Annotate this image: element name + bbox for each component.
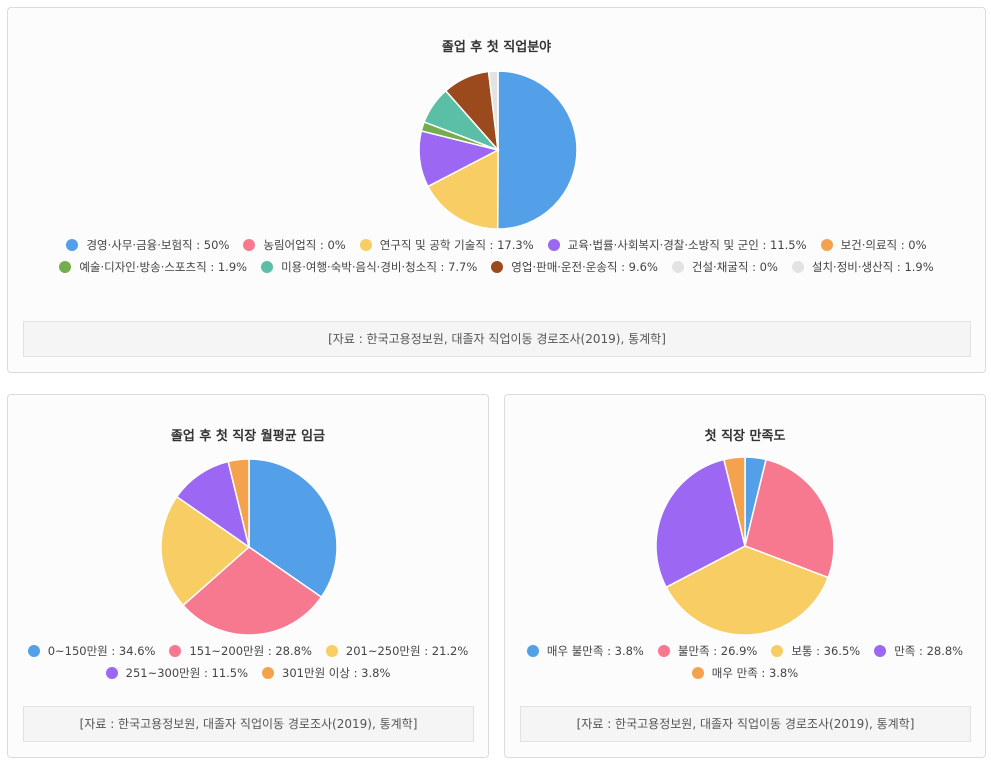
legend-marker bbox=[691, 667, 704, 679]
legend-marker bbox=[169, 645, 182, 657]
legend-item[interactable]: 교육·법률·사회복지·경찰·소방직 및 군인 : 11.5% bbox=[547, 234, 807, 256]
legend-item[interactable]: 201~250만원 : 21.2% bbox=[325, 640, 469, 662]
legend-marker bbox=[243, 239, 256, 251]
legend-marker bbox=[262, 667, 275, 679]
legend-item[interactable]: 매우 불만족 : 3.8% bbox=[526, 640, 644, 662]
chart-title: 졸업 후 첫 직업분야 bbox=[441, 40, 552, 55]
chart-legend: 매우 불만족 : 3.8% 불만족 : 26.9% 보통 : 36.5% 만족 : 2… bbox=[515, 640, 975, 684]
chart-card-satisfaction: 첫 직장 만족도 매우 불만족 : 3.8% 불만족 : 26.9% 보통 : 36… bbox=[504, 394, 986, 758]
legend-item[interactable]: 보건·의료직 : 0% bbox=[820, 234, 927, 256]
legend-item[interactable]: 설치·정비·생산직 : 1.9% bbox=[791, 256, 934, 278]
pie-slice-2 bbox=[160, 495, 251, 607]
legend-marker bbox=[27, 645, 40, 657]
pie-slice-3 bbox=[655, 458, 746, 589]
legend-label: 보통 : 36.5% bbox=[791, 644, 861, 658]
pie-slice-4 bbox=[723, 456, 746, 547]
source-note: [자료 : 한국고용정보원, 대졸자 직업이동 경로조사(2019), 통계학] bbox=[23, 706, 474, 742]
chart-card-salary: 졸업 후 첫 직장 월평균 임금 0~150만원 : 34.6% 151~200만… bbox=[7, 394, 489, 758]
legend-marker bbox=[491, 261, 504, 273]
legend-label: 불만족 : 26.9% bbox=[677, 644, 758, 658]
legend-marker bbox=[359, 239, 372, 251]
legend-label: 영업·판매·운전·운송직 : 9.6% bbox=[511, 260, 658, 274]
chart-legend: 0~150만원 : 34.6% 151~200만원 : 28.8% 201~250만… bbox=[18, 640, 478, 684]
legend-label: 경영·사무·금융·보험직 : 50% bbox=[86, 238, 230, 252]
legend-marker bbox=[66, 239, 79, 251]
legend-marker bbox=[874, 645, 887, 657]
legend-item[interactable]: 농림어업직 : 0% bbox=[243, 234, 346, 256]
legend-item[interactable]: 0~150만원 : 34.6% bbox=[27, 640, 156, 662]
legend-item[interactable]: 보통 : 36.5% bbox=[771, 640, 860, 662]
legend-label: 교육·법률·사회복지·경찰·소방직 및 군인 : 11.5% bbox=[567, 238, 807, 252]
legend-label: 0~150만원 : 34.6% bbox=[47, 644, 156, 658]
legend-item[interactable]: 151~200만원 : 28.8% bbox=[169, 640, 312, 662]
legend-marker bbox=[820, 239, 833, 251]
legend-label: 농림어업직 : 0% bbox=[263, 238, 346, 252]
legend-marker bbox=[325, 645, 338, 657]
legend-label: 미용·여행·숙박·음식·경비·청소직 : 7.7% bbox=[281, 260, 478, 274]
legend-marker bbox=[547, 239, 560, 251]
legend-item[interactable]: 매우 만족 : 3.8% bbox=[691, 662, 799, 684]
legend-label: 만족 : 28.8% bbox=[894, 644, 964, 658]
legend-label: 매우 불만족 : 3.8% bbox=[546, 644, 644, 658]
legend-marker bbox=[671, 261, 684, 273]
pie-slice-3 bbox=[175, 460, 251, 549]
legend-label: 201~250만원 : 21.2% bbox=[345, 644, 469, 658]
legend-item[interactable]: 영업·판매·운전·운송직 : 9.6% bbox=[491, 256, 658, 278]
pie-slice-9 bbox=[487, 70, 499, 151]
legend-label: 251~300만원 : 11.5% bbox=[125, 666, 249, 680]
legend-item[interactable]: 불만족 : 26.9% bbox=[657, 640, 758, 662]
legend-marker bbox=[771, 645, 784, 657]
pie-slice-1 bbox=[182, 546, 323, 636]
legend-item[interactable]: 만족 : 28.8% bbox=[874, 640, 963, 662]
legend-item[interactable]: 건설·채굴직 : 0% bbox=[671, 256, 778, 278]
legend-item[interactable]: 연구직 및 공학 기술직 : 17.3% bbox=[359, 234, 534, 256]
legend-item[interactable]: 경영·사무·금융·보험직 : 50% bbox=[66, 234, 229, 256]
source-note: [자료 : 한국고용정보원, 대졸자 직업이동 경로조사(2019), 통계학] bbox=[520, 706, 971, 742]
pie-slice-2 bbox=[665, 545, 830, 636]
source-note: [자료 : 한국고용정보원, 대졸자 직업이동 경로조사(2019), 통계학] bbox=[23, 321, 971, 357]
legend-marker bbox=[59, 261, 72, 273]
pie-chart-occupation bbox=[418, 70, 578, 230]
pie-slice-0 bbox=[248, 458, 338, 599]
legend-label: 설치·정비·생산직 : 1.9% bbox=[811, 260, 934, 274]
legend-label: 건설·채굴직 : 0% bbox=[691, 260, 778, 274]
legend-marker bbox=[105, 667, 118, 679]
legend-item[interactable]: 301만원 이상 : 3.8% bbox=[262, 662, 390, 684]
legend-marker bbox=[261, 261, 274, 273]
legend-marker bbox=[657, 645, 670, 657]
pie-chart-salary bbox=[160, 458, 338, 636]
legend-label: 151~200만원 : 28.8% bbox=[189, 644, 312, 658]
legend-marker bbox=[526, 645, 539, 657]
pie-slice-1 bbox=[744, 458, 835, 579]
legend-marker bbox=[791, 261, 804, 273]
legend-label: 예술·디자인·방송·스포츠직 : 1.9% bbox=[79, 260, 248, 274]
legend-label: 매우 만족 : 3.8% bbox=[711, 666, 799, 680]
legend-item[interactable]: 미용·여행·숙박·음식·경비·청소직 : 7.7% bbox=[261, 256, 477, 278]
pie-chart-satisfaction bbox=[655, 456, 835, 636]
pie-slice-0 bbox=[496, 70, 578, 230]
legend-label: 301만원 이상 : 3.8% bbox=[282, 666, 391, 680]
chart-card-occupation: 졸업 후 첫 직업분야 경영·사무·금융·보험직 : 50% 농림어업직 : 0%… bbox=[7, 7, 986, 373]
pie-slice-2 bbox=[426, 148, 499, 230]
pie-slice-4 bbox=[227, 458, 250, 548]
legend-item[interactable]: 예술·디자인·방송·스포츠직 : 1.9% bbox=[59, 256, 247, 278]
chart-title: 졸업 후 첫 직장 월평균 임금 bbox=[170, 429, 326, 444]
chart-legend: 경영·사무·금융·보험직 : 50% 농림어업직 : 0% 연구직 및 공학 기술직… bbox=[18, 234, 975, 278]
legend-label: 보건·의료직 : 0% bbox=[840, 238, 927, 252]
legend-label: 연구직 및 공학 기술직 : 17.3% bbox=[379, 238, 534, 252]
legend-item[interactable]: 251~300만원 : 11.5% bbox=[105, 662, 249, 684]
chart-title: 첫 직장 만족도 bbox=[704, 429, 786, 444]
